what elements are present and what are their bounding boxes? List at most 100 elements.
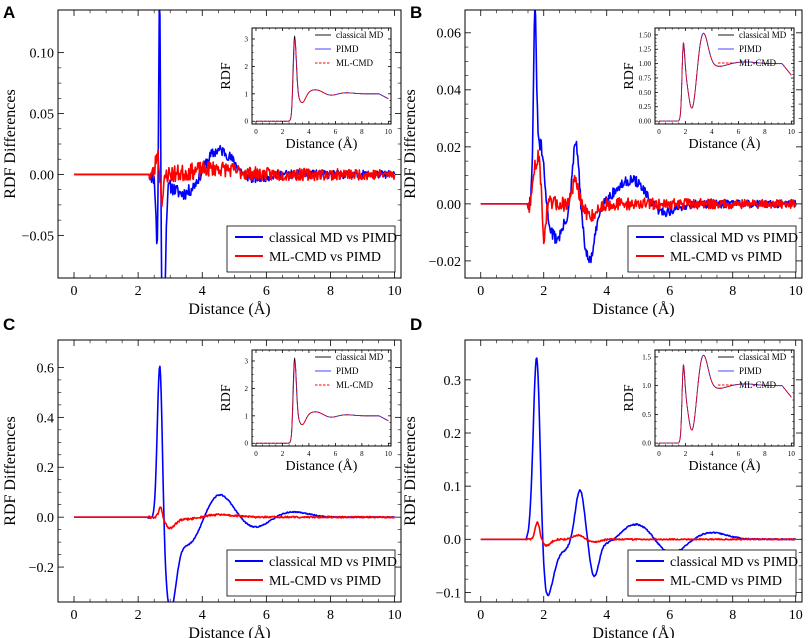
series-line-ml-cmd-vs-pimd <box>480 521 797 547</box>
inset-legend: classical MD PIMD ML-CMD <box>315 30 384 68</box>
inset-legend-entry: PIMD <box>739 44 762 54</box>
panel-letter: C <box>3 315 15 334</box>
main-ytick-label: 0.1 <box>444 480 462 495</box>
main-xtick-label: 0 <box>71 608 78 623</box>
inset-x-axis-label: Distance (Å) <box>689 458 761 474</box>
main-ytick-label: 0.06 <box>437 27 462 42</box>
inset-xtick-label: 6 <box>334 450 338 458</box>
inset-xtick-label: 8 <box>763 450 767 458</box>
inset-line-ml-cmd <box>658 32 792 122</box>
inset-y-axis-label: RDF <box>622 384 637 411</box>
main-xtick-label: 2 <box>540 608 547 623</box>
main-xtick-label: 8 <box>729 608 736 623</box>
inset-xtick-label: 4 <box>710 128 714 136</box>
inset-legend: classical MD PIMD ML-CMD <box>718 30 787 68</box>
inset-ytick-label: 2 <box>245 63 249 71</box>
inset-background <box>252 28 391 124</box>
main-ytick-label: 0.04 <box>437 84 462 99</box>
series-line-ml-cmd-vs-pimd <box>480 149 797 245</box>
inset-chart: 0 2 4 6 8 10 0 1 2 3 Distance (Å) RDF classical MD PI… <box>219 349 393 474</box>
main-xtick-label: 10 <box>789 608 803 623</box>
legend: classical MD vs PIMD ML-CMD vs PIMD <box>226 549 397 597</box>
panel-letter: B <box>410 3 422 22</box>
y-axis-label: RDF Differences <box>2 89 19 198</box>
plot-area <box>73 10 396 278</box>
inset-xtick-label: 10 <box>385 128 393 136</box>
inset-plot-area <box>255 357 389 444</box>
inset-legend: classical MD PIMD ML-CMD <box>718 352 787 390</box>
main-xtick-label: 4 <box>199 284 206 299</box>
main-ytick-label: 0.0 <box>444 533 462 548</box>
main-xtick-label: 0 <box>477 284 484 299</box>
main-ytick-label: 0.00 <box>437 198 462 213</box>
inset-ytick-label: 0 <box>245 118 249 126</box>
main-xtick-label: 4 <box>603 608 610 623</box>
y-axis-label: RDF Differences <box>402 89 419 198</box>
main-ytick-label: 0.10 <box>30 47 55 62</box>
main-ytick-label: 0.3 <box>444 374 462 389</box>
axes-frame <box>57 339 402 603</box>
inset-xtick-label: 0 <box>254 128 258 136</box>
main-xtick-label: 6 <box>666 608 673 623</box>
legend-box <box>226 225 396 273</box>
inset-ytick-label: 1.50 <box>639 31 652 39</box>
inset-legend-entry: ML-CMD <box>336 380 374 390</box>
inset-frame <box>654 27 795 125</box>
inset-line-ml-cmd <box>255 38 389 122</box>
legend-entry: classical MD vs PIMD <box>269 231 397 246</box>
main-xtick-label: 2 <box>540 284 547 299</box>
inset-ytick-label: 1.00 <box>639 60 652 68</box>
main-ytick-label: 0.0 <box>37 511 55 526</box>
main-ytick-label: 0.02 <box>437 141 462 156</box>
inset-ytick-label: 3 <box>245 357 249 365</box>
inset-legend-entry: classical MD <box>336 30 384 40</box>
inset-xtick-label: 0 <box>657 128 661 136</box>
inset-legend-entry: PIMD <box>739 366 762 376</box>
inset-ytick-label: 1.5 <box>642 353 651 361</box>
inset-ytick-label: 2 <box>245 385 249 393</box>
inset-legend-entry: ML-CMD <box>739 58 777 68</box>
main-xtick-label: 6 <box>666 284 673 299</box>
inset-legend-entry: classical MD <box>739 30 787 40</box>
main-xtick-label: 10 <box>388 608 402 623</box>
main-xtick-label: 10 <box>789 284 803 299</box>
inset-frame <box>251 27 392 125</box>
plot-area <box>480 10 797 264</box>
main-xtick-label: 2 <box>135 608 142 623</box>
legend: classical MD vs PIMD ML-CMD vs PIMD <box>627 549 798 597</box>
main-xtick-label: 6 <box>263 608 270 623</box>
inset-xtick-label: 6 <box>737 128 741 136</box>
x-axis-label: Distance (Å) <box>592 624 674 638</box>
series-line-ml-cmd-vs-pimd <box>73 148 396 208</box>
main-ytick-label: 0.4 <box>37 411 55 426</box>
main-ytick-label: 0.00 <box>30 168 55 183</box>
inset-line-ml-cmd <box>255 360 389 444</box>
inset-background <box>252 350 391 446</box>
inset-xtick-label: 6 <box>737 450 741 458</box>
inset-xtick-label: 8 <box>360 450 364 458</box>
legend: classical MD vs PIMD ML-CMD vs PIMD <box>226 225 397 273</box>
y-axis-label: RDF Differences <box>2 416 19 525</box>
inset-plot-area <box>255 35 389 122</box>
inset-xtick-label: 6 <box>334 128 338 136</box>
inset-chart: 0 2 4 6 8 10 0 1 2 3 Distance (Å) RDF classical MD PI… <box>219 27 393 152</box>
inset-xtick-label: 2 <box>684 450 688 458</box>
inset-ytick-label: 1 <box>245 90 249 98</box>
inset-legend-entry: ML-CMD <box>336 58 374 68</box>
inset-xtick-label: 4 <box>710 450 714 458</box>
inset-background <box>655 350 794 446</box>
legend-entry: ML-CMD vs PIMD <box>269 250 381 265</box>
inset-xtick-label: 8 <box>360 128 364 136</box>
legend-entry: classical MD vs PIMD <box>269 555 397 570</box>
series-line-ml-cmd-vs-pimd <box>73 506 395 530</box>
legend-box <box>226 549 396 597</box>
main-xtick-label: 10 <box>388 284 402 299</box>
inset-frame <box>251 349 392 447</box>
panel-letter: A <box>3 3 15 22</box>
main-xtick-label: 0 <box>71 284 78 299</box>
inset-xtick-label: 0 <box>657 450 661 458</box>
inset-xtick-label: 10 <box>385 450 393 458</box>
inset-ytick-label: 0.75 <box>639 74 652 82</box>
